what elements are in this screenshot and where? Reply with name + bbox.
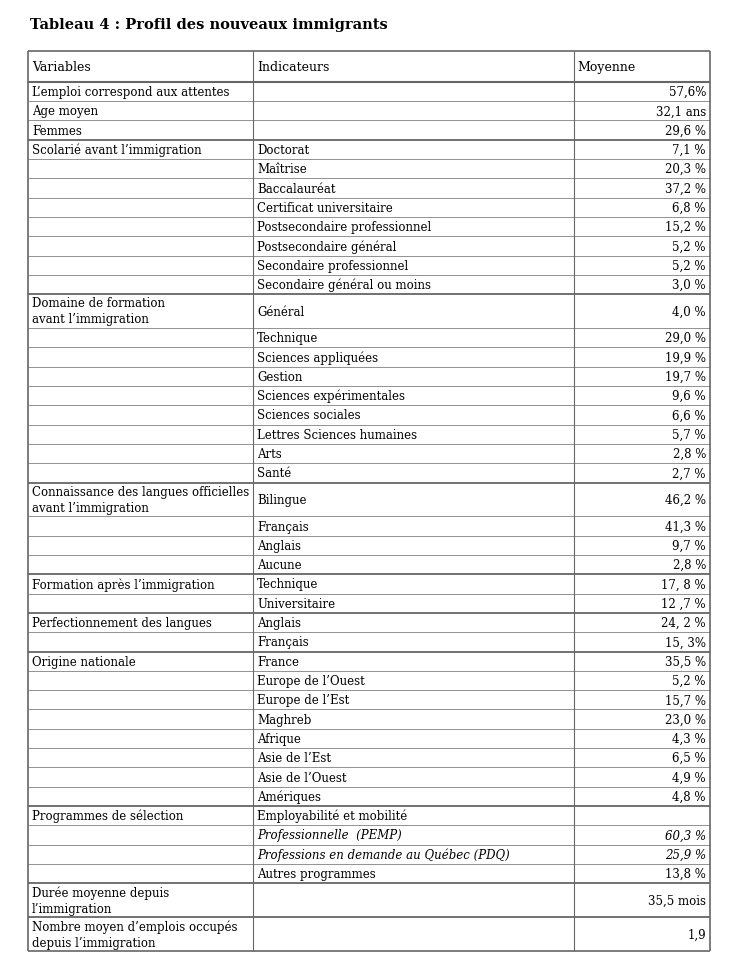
Text: Baccalauréat: Baccalauréat	[257, 183, 336, 195]
Text: Professionnelle  (PEMP): Professionnelle (PEMP)	[257, 828, 402, 842]
Text: 5,7 %: 5,7 %	[672, 429, 706, 441]
Text: Technique: Technique	[257, 332, 318, 345]
Text: Français: Français	[257, 520, 309, 533]
Text: 19,7 %: 19,7 %	[665, 371, 706, 383]
Text: Lettres Sciences humaines: Lettres Sciences humaines	[257, 429, 417, 441]
Text: 32,1 ans: 32,1 ans	[656, 105, 706, 118]
Text: 35,5 %: 35,5 %	[665, 655, 706, 668]
Text: Santé: Santé	[257, 467, 291, 480]
Text: Indicateurs: Indicateurs	[257, 61, 329, 74]
Text: 13,8 %: 13,8 %	[665, 867, 706, 880]
Text: Aucune: Aucune	[257, 558, 301, 572]
Text: Amériques: Amériques	[257, 790, 321, 803]
Text: 35,5 mois: 35,5 mois	[648, 894, 706, 906]
Text: Secondaire général ou moins: Secondaire général ou moins	[257, 279, 431, 292]
Text: Sciences sociales: Sciences sociales	[257, 409, 361, 422]
Text: Postsecondaire professionnel: Postsecondaire professionnel	[257, 221, 431, 234]
Text: Anglais: Anglais	[257, 616, 301, 629]
Text: France: France	[257, 655, 299, 668]
Text: Bilingue: Bilingue	[257, 493, 307, 506]
Text: 1,9: 1,9	[688, 927, 706, 941]
Text: 57,6%: 57,6%	[669, 86, 706, 99]
Text: Afrique: Afrique	[257, 732, 301, 745]
Text: 4,3 %: 4,3 %	[672, 732, 706, 745]
Text: Variables: Variables	[32, 61, 91, 74]
Text: Asie de l’Est: Asie de l’Est	[257, 752, 331, 764]
Text: 5,2 %: 5,2 %	[672, 675, 706, 687]
Text: Maîtrise: Maîtrise	[257, 163, 307, 176]
Text: Sciences appliquées: Sciences appliquées	[257, 351, 378, 364]
Text: 4,9 %: 4,9 %	[672, 771, 706, 783]
Text: Professions en demande au Québec (PDQ): Professions en demande au Québec (PDQ)	[257, 848, 510, 861]
Text: Maghreb: Maghreb	[257, 713, 312, 726]
Text: Secondaire professionnel: Secondaire professionnel	[257, 259, 408, 273]
Text: 3,0 %: 3,0 %	[672, 279, 706, 292]
Text: 46,2 %: 46,2 %	[665, 493, 706, 506]
Text: Gestion: Gestion	[257, 371, 302, 383]
Text: 25,9 %: 25,9 %	[665, 848, 706, 861]
Text: 41,3 %: 41,3 %	[665, 520, 706, 533]
Text: 29,6 %: 29,6 %	[665, 125, 706, 137]
Text: 9,6 %: 9,6 %	[672, 390, 706, 403]
Text: Programmes de sélection: Programmes de sélection	[32, 809, 183, 823]
Text: Age moyen: Age moyen	[32, 105, 98, 118]
Text: 20,3 %: 20,3 %	[665, 163, 706, 176]
Text: 6,8 %: 6,8 %	[672, 202, 706, 214]
Text: 15,7 %: 15,7 %	[665, 694, 706, 706]
Text: Employabilité et mobilité: Employabilité et mobilité	[257, 809, 407, 823]
Text: Femmes: Femmes	[32, 125, 82, 137]
Text: 2,7 %: 2,7 %	[672, 467, 706, 480]
Text: Nombre moyen d’emplois occupés
depuis l’immigration: Nombre moyen d’emplois occupés depuis l’…	[32, 919, 237, 949]
Text: 12 ,7 %: 12 ,7 %	[661, 597, 706, 610]
Text: 37,2 %: 37,2 %	[665, 183, 706, 195]
Text: 6,6 %: 6,6 %	[672, 409, 706, 422]
Text: Domaine de formation
avant l’immigration: Domaine de formation avant l’immigration	[32, 297, 165, 326]
Text: Sciences expérimentales: Sciences expérimentales	[257, 389, 405, 403]
Text: Anglais: Anglais	[257, 539, 301, 553]
Text: 4,8 %: 4,8 %	[672, 790, 706, 803]
Text: Postsecondaire général: Postsecondaire général	[257, 240, 396, 254]
Text: 15,2 %: 15,2 %	[665, 221, 706, 234]
Text: Arts: Arts	[257, 448, 282, 460]
Text: 5,2 %: 5,2 %	[672, 259, 706, 273]
Text: Formation après l’immigration: Formation après l’immigration	[32, 578, 215, 591]
Text: 19,9 %: 19,9 %	[665, 351, 706, 364]
Text: 7,1 %: 7,1 %	[672, 144, 706, 157]
Text: Asie de l’Ouest: Asie de l’Ouest	[257, 771, 347, 783]
Text: Technique: Technique	[257, 578, 318, 591]
Text: Scolarié avant l’immigration: Scolarié avant l’immigration	[32, 143, 201, 157]
Text: Europe de l’Ouest: Europe de l’Ouest	[257, 675, 365, 687]
Text: 2,8 %: 2,8 %	[672, 558, 706, 572]
Text: Origine nationale: Origine nationale	[32, 655, 136, 668]
Text: Français: Français	[257, 636, 309, 649]
Text: 23,0 %: 23,0 %	[665, 713, 706, 726]
Text: Autres programmes: Autres programmes	[257, 867, 376, 880]
Text: 24, 2 %: 24, 2 %	[661, 616, 706, 629]
Text: Durée moyenne depuis
l’immigration: Durée moyenne depuis l’immigration	[32, 885, 169, 915]
Text: Certificat universitaire: Certificat universitaire	[257, 202, 393, 214]
Text: 2,8 %: 2,8 %	[672, 448, 706, 460]
Text: 5,2 %: 5,2 %	[672, 240, 706, 253]
Text: Général: Général	[257, 306, 304, 318]
Text: 6,5 %: 6,5 %	[672, 752, 706, 764]
Text: 17, 8 %: 17, 8 %	[661, 578, 706, 591]
Text: Perfectionnement des langues: Perfectionnement des langues	[32, 616, 212, 629]
Text: Moyenne: Moyenne	[577, 61, 636, 74]
Text: 9,7 %: 9,7 %	[672, 539, 706, 553]
Text: Universitaire: Universitaire	[257, 597, 335, 610]
Text: 60,3 %: 60,3 %	[665, 828, 706, 842]
Text: L’emploi correspond aux attentes: L’emploi correspond aux attentes	[32, 86, 229, 99]
Text: 4,0 %: 4,0 %	[672, 306, 706, 318]
Text: Connaissance des langues officielles
avant l’immigration: Connaissance des langues officielles ava…	[32, 485, 249, 514]
Text: Doctorat: Doctorat	[257, 144, 310, 157]
Text: Tableau 4 : Profil des nouveaux immigrants: Tableau 4 : Profil des nouveaux immigran…	[30, 18, 388, 32]
Text: Europe de l’Est: Europe de l’Est	[257, 694, 350, 706]
Text: 29,0 %: 29,0 %	[665, 332, 706, 345]
Text: 15, 3%: 15, 3%	[665, 636, 706, 649]
